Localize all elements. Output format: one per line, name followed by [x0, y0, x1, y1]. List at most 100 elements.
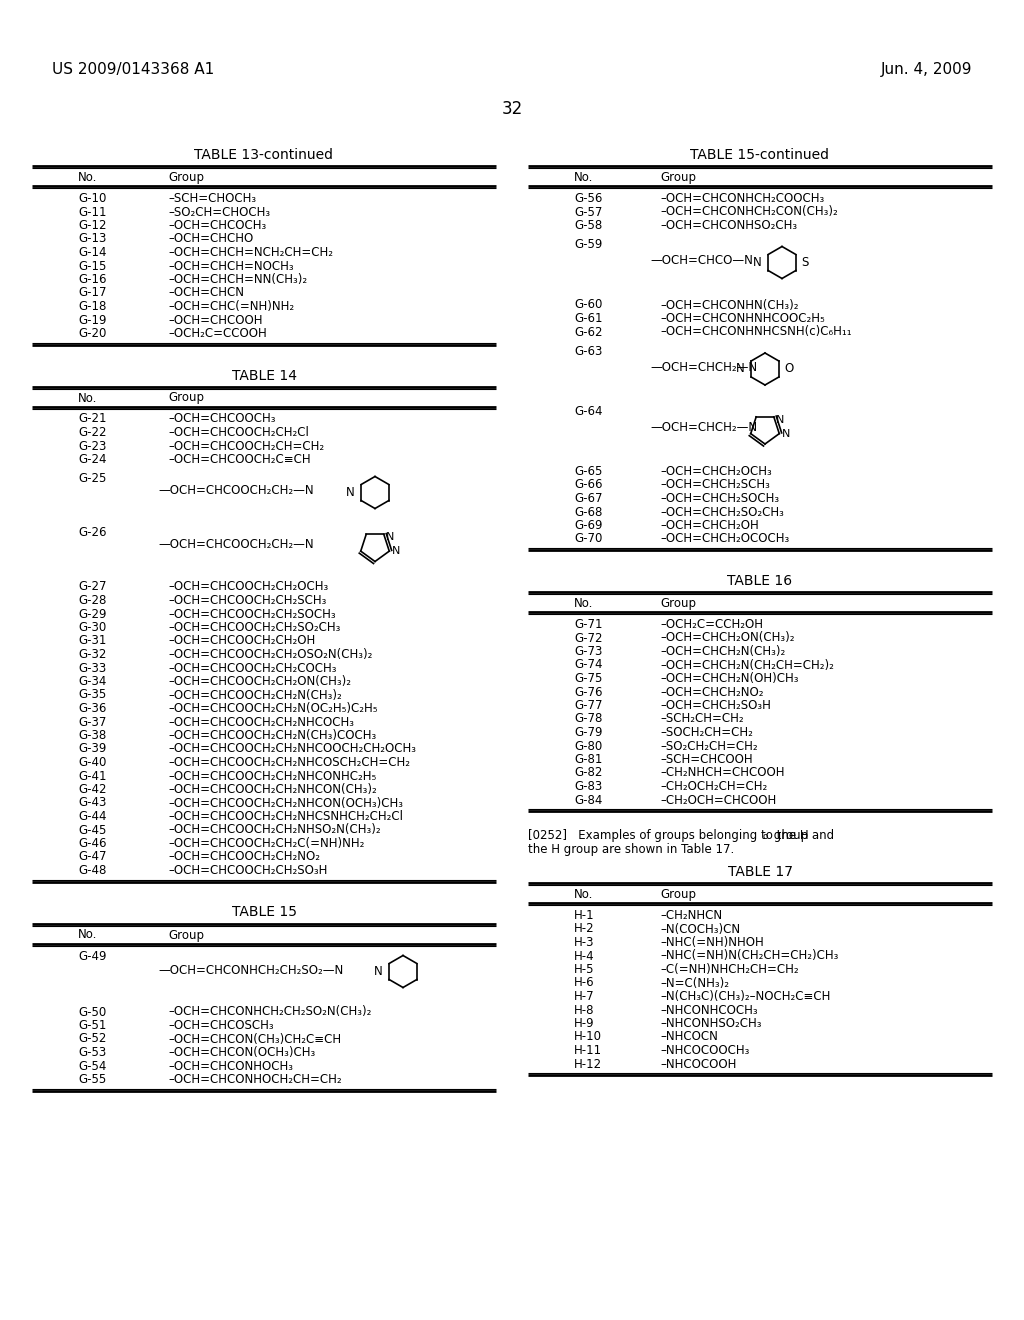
Text: o: o	[763, 832, 768, 841]
Text: –OCH=CHCH₂OH: –OCH=CHCH₂OH	[660, 519, 759, 532]
Text: –OCH=CHCN: –OCH=CHCN	[168, 286, 244, 300]
Text: –OCH=CHCOOCH₂CH₂ON(CH₃)₂: –OCH=CHCOOCH₂CH₂ON(CH₃)₂	[168, 675, 351, 688]
Text: N: N	[776, 414, 784, 425]
Text: No.: No.	[574, 888, 593, 902]
Text: N: N	[782, 429, 791, 438]
Text: G-70: G-70	[574, 532, 602, 545]
Text: N: N	[374, 965, 383, 978]
Text: H-11: H-11	[574, 1044, 602, 1057]
Text: G-79: G-79	[574, 726, 602, 739]
Text: G-21: G-21	[78, 412, 106, 425]
Text: Group: Group	[660, 888, 696, 902]
Text: –OCH₂C=CCH₂OH: –OCH₂C=CCH₂OH	[660, 618, 763, 631]
Text: group and: group and	[770, 829, 834, 842]
Text: G-78: G-78	[574, 713, 602, 726]
Text: Group: Group	[660, 597, 696, 610]
Text: G-83: G-83	[574, 780, 602, 793]
Text: G-53: G-53	[78, 1045, 106, 1059]
Text: G-52: G-52	[78, 1032, 106, 1045]
Text: G-59: G-59	[574, 239, 602, 252]
Text: –OCH=CHCOOCH₂CH₂NHCON(OCH₃)CH₃: –OCH=CHCOOCH₂CH₂NHCON(OCH₃)CH₃	[168, 796, 403, 809]
Text: –OCH=CHCONHCH₂COOCH₃: –OCH=CHCONHCH₂COOCH₃	[660, 191, 824, 205]
Text: –OCH₂C=CCOOH: –OCH₂C=CCOOH	[168, 327, 266, 341]
Text: —OCH=CHCOOCH₂CH₂—N: —OCH=CHCOOCH₂CH₂—N	[158, 539, 313, 552]
Text: G-13: G-13	[78, 232, 106, 246]
Text: –NHCONHSO₂CH₃: –NHCONHSO₂CH₃	[660, 1016, 762, 1030]
Text: –OCH=CHCOOCH₂CH₂NHCSNHCH₂CH₂Cl: –OCH=CHCOOCH₂CH₂NHCSNHCH₂CH₂Cl	[168, 810, 403, 822]
Text: H-10: H-10	[574, 1031, 602, 1044]
Text: No.: No.	[574, 597, 593, 610]
Text: –OCH=CHCH₂ON(CH₃)₂: –OCH=CHCH₂ON(CH₃)₂	[660, 631, 795, 644]
Text: –OCH=CHCOOCH₂CH₂SO₂CH₃: –OCH=CHCOOCH₂CH₂SO₂CH₃	[168, 620, 340, 634]
Text: TABLE 16: TABLE 16	[727, 574, 793, 587]
Text: –OCH=CHCOOCH₂CH₂OSO₂N(CH₃)₂: –OCH=CHCOOCH₂CH₂OSO₂N(CH₃)₂	[168, 648, 373, 661]
Text: G-46: G-46	[78, 837, 106, 850]
Text: —OCH=CHCOOCH₂CH₂—N: —OCH=CHCOOCH₂CH₂—N	[158, 484, 313, 498]
Text: –OCH=CHCOSCH₃: –OCH=CHCOSCH₃	[168, 1019, 273, 1032]
Text: –CH₂OCH=CHCOOH: –CH₂OCH=CHCOOH	[660, 793, 776, 807]
Text: –OCH=CHCONHSO₂CH₃: –OCH=CHCONHSO₂CH₃	[660, 219, 797, 232]
Text: –OCH=CHCOOCH₂CH₂NHSO₂N(CH₃)₂: –OCH=CHCOOCH₂CH₂NHSO₂N(CH₃)₂	[168, 824, 381, 837]
Text: —OCH=CHCONHCH₂CH₂SO₂—N: —OCH=CHCONHCH₂CH₂SO₂—N	[158, 964, 343, 977]
Text: Group: Group	[168, 172, 204, 183]
Text: TABLE 15-continued: TABLE 15-continued	[690, 148, 829, 162]
Text: No.: No.	[78, 172, 97, 183]
Text: G-66: G-66	[574, 479, 602, 491]
Text: H-2: H-2	[574, 923, 595, 936]
Text: Group: Group	[168, 392, 204, 404]
Text: –OCH=CHCOOCH₂CH₂NHCOCH₃: –OCH=CHCOOCH₂CH₂NHCOCH₃	[168, 715, 354, 729]
Text: –OCH=CHCH=NN(CH₃)₂: –OCH=CHCH=NN(CH₃)₂	[168, 273, 307, 286]
Text: H-7: H-7	[574, 990, 595, 1003]
Text: –NHCOCN: –NHCOCN	[660, 1031, 718, 1044]
Text: G-69: G-69	[574, 519, 602, 532]
Text: –OCH=CHCH₂N(CH₂CH=CH₂)₂: –OCH=CHCH₂N(CH₂CH=CH₂)₂	[660, 659, 834, 672]
Text: –OCH=CHCOOCH₂CH₂NHCON(CH₃)₂: –OCH=CHCOOCH₂CH₂NHCON(CH₃)₂	[168, 783, 377, 796]
Text: G-28: G-28	[78, 594, 106, 607]
Text: N: N	[346, 486, 355, 499]
Text: –OCH=CHCH₂SO₃H: –OCH=CHCH₂SO₃H	[660, 700, 771, 711]
Text: –OCH=CHCOOCH₂CH₂OH: –OCH=CHCOOCH₂CH₂OH	[168, 635, 315, 648]
Text: H-1: H-1	[574, 909, 595, 921]
Text: G-61: G-61	[574, 312, 602, 325]
Text: –SO₂CH=CHOCH₃: –SO₂CH=CHOCH₃	[168, 206, 270, 219]
Text: H-9: H-9	[574, 1016, 595, 1030]
Text: G-47: G-47	[78, 850, 106, 863]
Text: G-50: G-50	[78, 1006, 106, 1019]
Text: G-43: G-43	[78, 796, 106, 809]
Text: O: O	[784, 363, 794, 375]
Text: G-77: G-77	[574, 700, 602, 711]
Text: G-27: G-27	[78, 581, 106, 594]
Text: H-3: H-3	[574, 936, 595, 949]
Text: [0252]   Examples of groups belonging to the H: [0252] Examples of groups belonging to t…	[528, 829, 809, 842]
Text: H-5: H-5	[574, 964, 595, 975]
Text: G-72: G-72	[574, 631, 602, 644]
Text: –OCH=CHCOOCH₂CH₂N(CH₃)COCH₃: –OCH=CHCOOCH₂CH₂N(CH₃)COCH₃	[168, 729, 376, 742]
Text: –OCH=CHCOOCH₂CH₂SCH₃: –OCH=CHCOOCH₂CH₂SCH₃	[168, 594, 327, 607]
Text: G-73: G-73	[574, 645, 602, 657]
Text: —OCH=CHCH₂—N: —OCH=CHCH₂—N	[650, 421, 757, 434]
Text: G-17: G-17	[78, 286, 106, 300]
Text: G-54: G-54	[78, 1060, 106, 1072]
Text: –CH₂OCH₂CH=CH₂: –CH₂OCH₂CH=CH₂	[660, 780, 767, 793]
Text: G-26: G-26	[78, 527, 106, 540]
Text: TABLE 17: TABLE 17	[727, 865, 793, 879]
Text: –OCH=CHCOOCH₂CH₂N(OC₂H₅)C₂H₅: –OCH=CHCOOCH₂CH₂N(OC₂H₅)C₂H₅	[168, 702, 378, 715]
Text: —OCH=CHCO—N: —OCH=CHCO—N	[650, 255, 753, 268]
Text: Jun. 4, 2009: Jun. 4, 2009	[881, 62, 972, 77]
Text: G-39: G-39	[78, 742, 106, 755]
Text: –OCH=CHCH₂NO₂: –OCH=CHCH₂NO₂	[660, 685, 764, 698]
Text: No.: No.	[78, 392, 97, 404]
Text: G-18: G-18	[78, 300, 106, 313]
Text: –N(CH₃C)(CH₃)₂–NOCH₂C≡CH: –N(CH₃C)(CH₃)₂–NOCH₂C≡CH	[660, 990, 830, 1003]
Text: G-80: G-80	[574, 739, 602, 752]
Text: –N(COCH₃)CN: –N(COCH₃)CN	[660, 923, 740, 936]
Text: –NHCOCOOH: –NHCOCOOH	[660, 1057, 736, 1071]
Text: –OCH=CHCH₂N(OH)CH₃: –OCH=CHCH₂N(OH)CH₃	[660, 672, 799, 685]
Text: H-12: H-12	[574, 1057, 602, 1071]
Text: –C(=NH)NHCH₂CH=CH₂: –C(=NH)NHCH₂CH=CH₂	[660, 964, 799, 975]
Text: No.: No.	[574, 172, 593, 183]
Text: –OCH=CHCH₂SCH₃: –OCH=CHCH₂SCH₃	[660, 479, 770, 491]
Text: G-11: G-11	[78, 206, 106, 219]
Text: –OCH=CHCONHCH₂CH₂SO₂N(CH₃)₂: –OCH=CHCONHCH₂CH₂SO₂N(CH₃)₂	[168, 1006, 372, 1019]
Text: –OCH=CHCONHOCH₂CH=CH₂: –OCH=CHCONHOCH₂CH=CH₂	[168, 1073, 342, 1086]
